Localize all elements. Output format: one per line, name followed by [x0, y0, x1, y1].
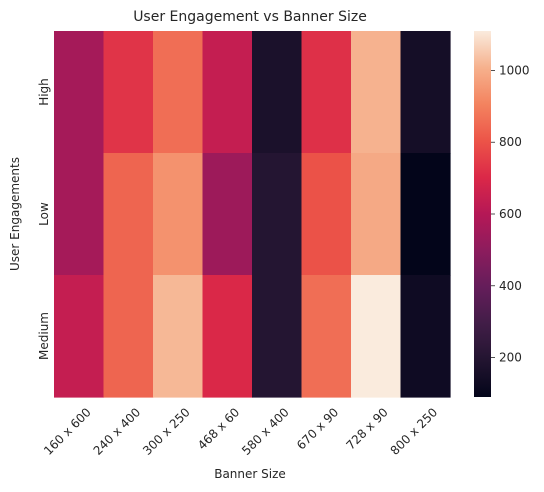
colorbar-tick-label: 800 — [499, 135, 522, 149]
heatmap-cell — [153, 275, 204, 398]
x-axis-label: Banner Size — [214, 467, 286, 481]
heatmap-cell — [400, 275, 451, 398]
heatmap-cell — [400, 153, 451, 276]
heatmap-cell — [301, 275, 352, 398]
heatmap-cell — [103, 275, 154, 398]
heatmap-cell — [202, 31, 253, 154]
colorbar-tick-label: 600 — [499, 207, 522, 221]
heatmap-cell — [252, 31, 303, 154]
heatmap-cell — [202, 153, 253, 276]
heatmap-cell — [351, 275, 402, 398]
heatmap-cell — [351, 153, 402, 276]
colorbar-tick-label: 1000 — [499, 63, 530, 77]
x-tick-label: 728 x 90 — [344, 405, 391, 452]
heatmap-cell — [54, 275, 105, 398]
x-tick-label: 800 x 250 — [388, 405, 441, 458]
heatmap-cells — [54, 31, 451, 398]
heatmap-cell — [103, 31, 154, 154]
heatmap-cell — [252, 153, 303, 276]
chart-title: User Engagement vs Banner Size — [133, 9, 367, 25]
y-tick-label: Low — [37, 202, 51, 226]
heatmap-cell — [54, 31, 105, 154]
x-tick-label: 240 x 400 — [91, 405, 144, 458]
heatmap-cell — [400, 31, 451, 154]
heatmap-cell — [301, 153, 352, 276]
heatmap-cell — [153, 31, 204, 154]
y-tick-label: High — [37, 78, 51, 106]
heatmap-cell — [301, 31, 352, 154]
x-tick-label: 670 x 90 — [294, 405, 341, 452]
colorbar-ticks: 200 400 600 800 1000 — [491, 63, 530, 365]
colorbar-tick-label: 400 — [499, 279, 522, 293]
y-tick-label: Medium — [37, 312, 51, 360]
y-axis-label: User Engagements — [8, 157, 22, 271]
heatmap-cell — [54, 153, 105, 276]
x-tick-label: 580 x 400 — [239, 405, 292, 458]
heatmap-cell — [202, 275, 253, 398]
colorbar-tick-label: 200 — [499, 351, 522, 365]
heatmap-cell — [153, 153, 204, 276]
x-tick-label: 468 x 60 — [195, 405, 242, 452]
heatmap-cell — [103, 153, 154, 276]
x-tick-label: 160 x 600 — [41, 405, 94, 458]
heatmap-cell — [351, 31, 402, 154]
y-tick-labels: High Low Medium — [37, 78, 51, 360]
heatmap-cell — [252, 275, 303, 398]
colorbar — [474, 31, 491, 397]
x-tick-label: 300 x 250 — [140, 405, 193, 458]
